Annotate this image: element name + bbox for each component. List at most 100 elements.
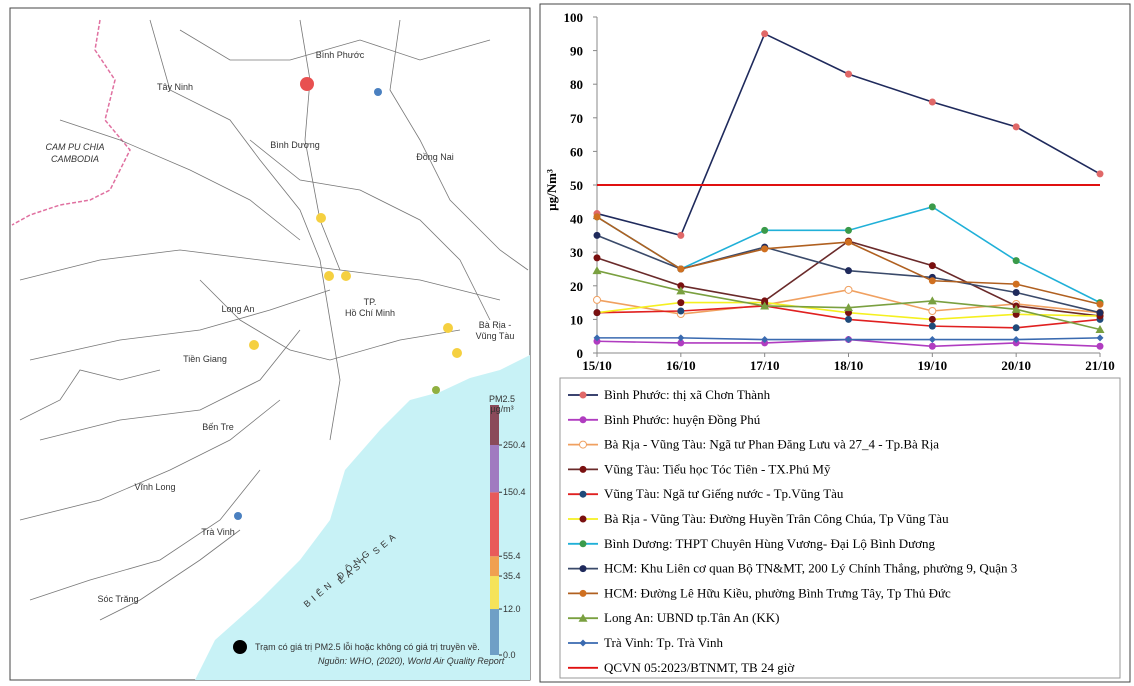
legend-label: Bình Phước: thị xã Chơn Thành [604, 387, 771, 402]
colorbar-tick-label: 250.4 [503, 440, 526, 450]
legend-label: QCVN 05:2023/BTNMT, TB 24 giờ [604, 660, 795, 675]
line-marker [1012, 280, 1020, 288]
line-marker [677, 299, 685, 307]
legend-label: Vũng Tàu: Ngã tư Giếng nước - Tp.Vũng Tà… [604, 486, 844, 501]
line-marker [1012, 336, 1020, 344]
line-marker [845, 336, 852, 344]
y-tick-label: 10 [570, 312, 583, 327]
line-marker [579, 490, 587, 498]
map-label: Bình Dương [270, 140, 319, 150]
line-marker [928, 342, 936, 350]
y-tick-label: 30 [570, 245, 583, 260]
chart-frame [539, 3, 1131, 683]
map-label: Sóc Trăng [97, 594, 138, 604]
line-marker [579, 465, 587, 473]
line-marker [928, 315, 936, 323]
line-marker [1011, 304, 1021, 313]
colorbar-unit: µg/m³ [490, 404, 513, 414]
line-marker [1096, 334, 1104, 342]
line-marker [928, 262, 936, 270]
colorbar-title: PM2.5 [489, 394, 515, 404]
line-marker [593, 213, 601, 221]
y-tick-label: 70 [570, 111, 583, 126]
line-marker [578, 613, 588, 622]
legend-label: HCM: Khu Liên cơ quan Bộ TN&MT, 200 Lý C… [604, 561, 1017, 576]
chart: 0 10 20 30 40 50 60 70 80 90 100 15/10 16/10 17/10 18/… [544, 10, 1121, 679]
x-tick-label: 21/10 [1085, 358, 1115, 373]
y-tick-label: 90 [570, 44, 583, 59]
line-marker [760, 301, 770, 310]
station-marker [316, 213, 326, 223]
colorbar-cap [490, 405, 499, 445]
map-label: Vĩnh Long [134, 482, 175, 492]
colorbar-tick-label: 55.4 [503, 551, 521, 561]
line-marker [579, 391, 587, 399]
colorbar-tick-label: 150.4 [503, 487, 526, 497]
line-marker [579, 565, 587, 573]
legend-label: Trà Vinh: Tp. Trà Vinh [604, 635, 723, 650]
line-marker [1012, 289, 1020, 297]
map-label: CAMBODIA [51, 154, 99, 164]
map-label: Bình Phước [316, 50, 365, 60]
line-marker [845, 238, 852, 246]
map-label: Tây Ninh [157, 82, 193, 92]
map-label: Bến Tre [202, 422, 234, 432]
line-marker [845, 267, 852, 275]
station-marker [432, 386, 440, 394]
line-marker [579, 416, 587, 424]
line-marker [1096, 342, 1104, 350]
legend-label: Bà Rịa - Vũng Tàu: Ngã tư Phan Đăng Lưu … [604, 437, 939, 452]
line-marker [928, 203, 936, 211]
map-label: CAM PU CHIA [45, 142, 104, 152]
line-marker [928, 322, 936, 330]
line-marker [677, 265, 685, 273]
y-axis-label: µg/Nm³ [544, 169, 559, 211]
series-line [596, 32, 1101, 237]
x-tick-label: 16/10 [666, 358, 696, 373]
line-marker [677, 282, 685, 290]
station-marker [234, 512, 242, 520]
station-marker [341, 271, 351, 281]
x-tick-label: 19/10 [918, 358, 948, 373]
colorbar-segment [490, 576, 499, 610]
colorbar-segment [490, 492, 499, 557]
map-source: Nguồn: WHO, (2020), World Air Quality Re… [318, 656, 505, 666]
map-label: Vũng Tàu [476, 331, 515, 341]
station-marker [249, 340, 259, 350]
line-marker [928, 336, 936, 344]
station-marker [324, 271, 334, 281]
legend-error-marker [233, 640, 247, 654]
line-marker [677, 231, 685, 239]
line-marker [1096, 300, 1104, 308]
legend-label: Vũng Tàu: Tiểu học Tóc Tiên - TX.Phú Mỹ [604, 461, 831, 476]
line-marker [593, 231, 601, 239]
y-tick-label: 50 [570, 178, 583, 193]
line-marker [1012, 257, 1020, 265]
map-label: Bà Rịa - [479, 320, 512, 330]
colorbar-segment [490, 445, 499, 493]
legend-label: HCM: Đường Lê Hữu Kiều, phường Bình Trưn… [604, 585, 951, 600]
map-label: TP. [364, 297, 377, 307]
x-tick-label: 15/10 [582, 358, 612, 373]
line-marker [1012, 324, 1020, 332]
station-marker [374, 88, 382, 96]
line-marker [928, 277, 936, 285]
map-label: Long An [221, 304, 254, 314]
y-tick-label: 0 [577, 346, 584, 361]
line-marker [592, 266, 602, 275]
line-marker [928, 98, 936, 106]
line-marker [593, 334, 601, 342]
station-marker [300, 77, 314, 91]
x-tick-label: 17/10 [750, 358, 780, 373]
map-label: Đồng Nai [416, 152, 454, 162]
x-tick-label: 20/10 [1001, 358, 1031, 373]
y-tick-label: 20 [570, 279, 583, 294]
colorbar-segment [490, 609, 499, 655]
stations [233, 77, 462, 654]
line-marker [1095, 324, 1105, 333]
line-marker [1012, 123, 1020, 131]
line-marker [593, 295, 601, 304]
line-marker [845, 226, 852, 234]
line-marker [579, 639, 587, 647]
